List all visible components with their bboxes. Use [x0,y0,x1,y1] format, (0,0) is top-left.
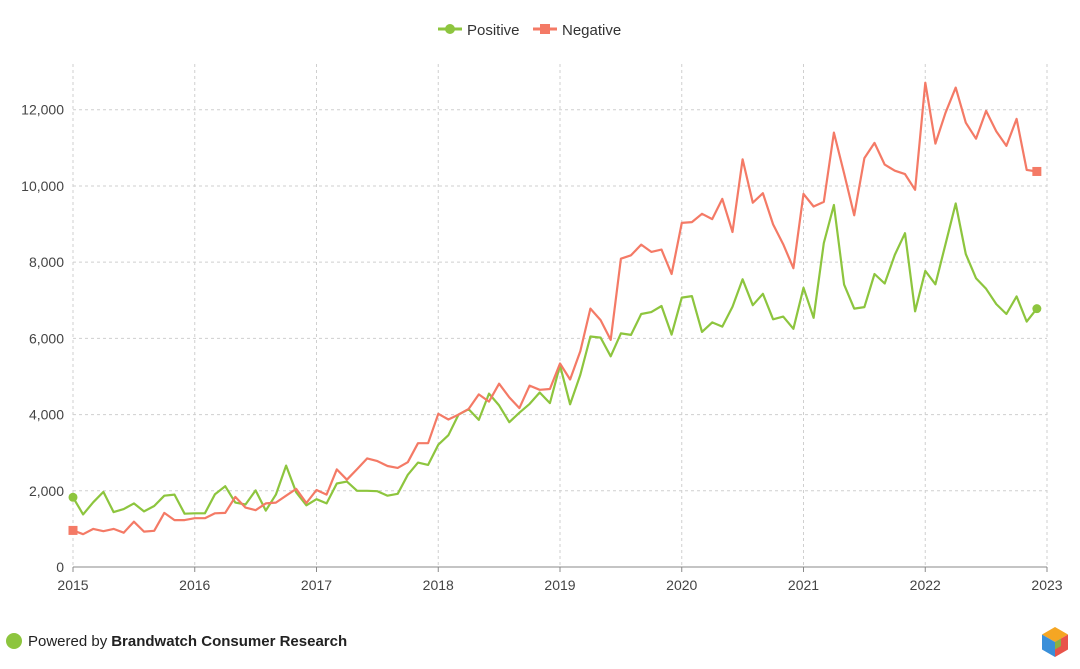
powered-by-label: Powered by [28,632,108,650]
series-line-positive[interactable] [72,202,1038,516]
y-tick-label: 0 [56,559,64,575]
series-layer [68,81,1042,536]
legend-marker-negative [540,24,550,34]
x-tick-label: 2017 [301,577,332,593]
series-line-negative[interactable] [72,81,1038,536]
legend: Positive Negative [438,22,621,39]
y-tick-label: 4,000 [29,407,64,423]
legend-label-negative: Negative [562,22,621,39]
y-tick-label: 6,000 [29,330,64,346]
y-tick-label: 8,000 [29,254,64,270]
series-endpoint-negative-end[interactable] [1032,166,1042,176]
series-endpoint-negative-start[interactable] [68,525,78,535]
axes: 0 2,000 4,000 6,000 8,000 10,000 12,000 2015 201… [21,102,1063,593]
y-tick-label: 12,000 [21,102,64,118]
legend-item-negative[interactable]: Negative [533,22,621,39]
x-tick-label: 2021 [788,577,819,593]
series-endpoint-positive-end[interactable] [1032,304,1042,314]
brand-name: Brandwatch Consumer Research [111,632,348,650]
x-tick-label: 2020 [666,577,697,593]
x-tick-label: 2015 [57,577,88,593]
x-tick-label: 2016 [179,577,210,593]
grid [72,64,1048,567]
legend-item-positive[interactable]: Positive [438,22,520,39]
footer: Powered by Brandwatch Consumer Research [6,631,347,651]
y-tick-label: 2,000 [29,483,64,499]
y-tick-label: 10,000 [21,178,64,194]
legend-marker-positive [445,24,455,34]
brandwatch-logo-icon [1042,627,1068,657]
x-tick-label: 2022 [910,577,941,593]
brand-dot-icon [6,633,22,649]
x-tick-label: 2019 [544,577,575,593]
legend-label-positive: Positive [467,22,520,39]
series-endpoint-positive-start[interactable] [68,492,78,502]
x-tick-label: 2023 [1031,577,1062,593]
x-tick-label: 2018 [423,577,454,593]
